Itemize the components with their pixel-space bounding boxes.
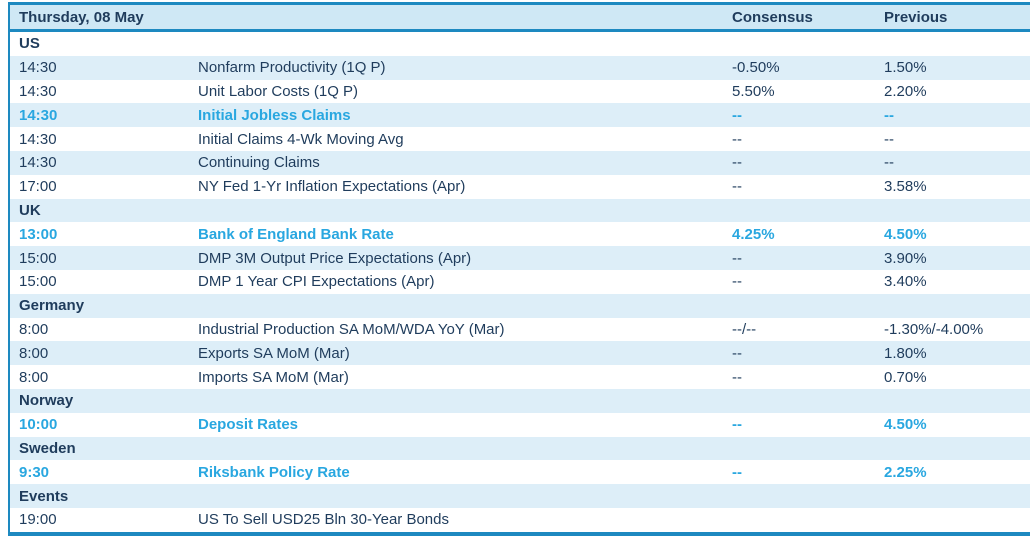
event-row: 14:30 Initial Claims 4-Wk Moving Avg -- -- [10,127,1030,151]
section-label: Events [19,488,69,504]
previous-value: 1.50% [884,60,927,76]
event-row: 9:30 Riksbank Policy Rate -- 2.25% [10,460,1030,484]
event-row: 15:00 DMP 3M Output Price Expectations (A… [10,246,1030,270]
table-title-date: Thursday, 08 May [19,9,144,25]
consensus-value: -- [732,250,742,266]
event-name: US To Sell USD25 Bln 30-Year Bonds [198,512,449,528]
event-time: 14:30 [19,107,58,123]
consensus-value: -- [732,155,742,171]
previous-value: -- [884,155,894,171]
event-name: Deposit Rates [198,417,299,433]
event-time: 17:00 [19,179,57,195]
table-body: US 14:30 Nonfarm Productivity (1Q P) -0.50%… [10,32,1030,532]
event-name: Exports SA MoM (Mar) [198,345,350,361]
consensus-value: -- [732,107,742,123]
event-time: 8:00 [19,321,49,337]
consensus-value: -- [732,464,742,480]
event-name: DMP 3M Output Price Expectations (Apr) [198,250,472,266]
column-header-previous: Previous [884,9,948,25]
consensus-value: -- [732,179,742,195]
event-name: Continuing Claims [198,155,320,171]
previous-value: 3.40% [884,274,927,290]
event-time: 14:30 [19,60,57,76]
section-row: US [10,32,1030,56]
column-header-consensus: Consensus [732,9,813,25]
table-header-row: Thursday, 08 May Consensus Previous [10,5,1030,29]
consensus-value: -0.50% [732,60,780,76]
event-row: 14:30 Unit Labor Costs (1Q P) 5.50% 2.20% [10,80,1030,104]
event-row: 19:00 US To Sell USD25 Bln 30-Year Bonds [10,508,1030,532]
event-row: 8:00 Exports SA MoM (Mar) -- 1.80% [10,341,1030,366]
event-name: Unit Labor Costs (1Q P) [198,83,359,99]
event-name: Initial Jobless Claims [198,107,351,123]
section-row: Events [10,484,1030,508]
section-row: Norway [10,388,1030,413]
event-time: 13:00 [19,226,58,242]
consensus-value: -- [732,369,742,385]
event-time: 8:00 [19,345,49,361]
previous-value: -- [884,107,894,123]
consensus-value: --/-- [732,321,757,337]
event-row: 14:30 Initial Jobless Claims -- -- [10,103,1030,128]
section-row: Sweden [10,436,1030,461]
event-time: 14:30 [19,131,57,147]
previous-value: 1.80% [884,345,927,361]
event-row: 14:30 Nonfarm Productivity (1Q P) -0.50% 1.… [10,55,1030,80]
event-name: Riksbank Policy Rate [198,464,350,480]
event-name: Nonfarm Productivity (1Q P) [198,60,386,76]
previous-value: 3.90% [884,250,927,266]
event-time: 14:30 [19,155,57,171]
event-time: 10:00 [19,417,58,433]
event-row: 8:00 Imports SA MoM (Mar) -- 0.70% [10,365,1030,389]
previous-value: -- [884,131,894,147]
event-row: 17:00 NY Fed 1-Yr Inflation Expectations … [10,175,1030,199]
consensus-value: 5.50% [732,83,775,99]
event-time: 9:30 [19,464,50,480]
event-name: Imports SA MoM (Mar) [198,369,349,385]
consensus-value: -- [732,417,742,433]
previous-value: -1.30%/-4.00% [884,321,984,337]
consensus-value: -- [732,274,742,290]
previous-value: 4.50% [884,417,927,433]
consensus-value: -- [732,345,742,361]
event-row: 8:00 Industrial Production SA MoM/WDA YoY… [10,318,1030,342]
section-label: US [19,36,40,52]
section-row: Germany [10,293,1030,318]
event-row: 15:00 DMP 1 Year CPI Expectations (Apr) --… [10,270,1030,294]
consensus-value: 4.25% [732,226,775,242]
previous-value: 2.20% [884,83,927,99]
section-row: UK [10,198,1030,223]
event-time: 19:00 [19,512,57,528]
section-label: UK [19,202,41,218]
event-row: 14:30 Continuing Claims -- -- [10,150,1030,175]
event-time: 14:30 [19,83,57,99]
table-bottom-border [10,531,1030,536]
section-label: Germany [19,298,85,314]
event-time: 15:00 [19,250,57,266]
section-label: Norway [19,393,74,409]
event-name: DMP 1 Year CPI Expectations (Apr) [198,274,435,290]
table-header-underline [10,29,1030,32]
section-label: Sweden [19,440,76,456]
previous-value: 2.25% [884,464,927,480]
event-row: 10:00 Deposit Rates -- 4.50% [10,413,1030,437]
event-name: Bank of England Bank Rate [198,226,394,242]
event-time: 8:00 [19,369,49,385]
previous-value: 0.70% [884,369,927,385]
event-name: Industrial Production SA MoM/WDA YoY (Ma… [198,321,505,337]
table-top-border [10,2,1030,5]
economic-calendar-table: Thursday, 08 May Consensus Previous US 14… [8,2,1030,536]
event-time: 15:00 [19,274,57,290]
previous-value: 4.50% [884,226,927,242]
event-name: NY Fed 1-Yr Inflation Expectations (Apr) [198,179,466,195]
event-name: Initial Claims 4-Wk Moving Avg [198,131,404,147]
event-row: 13:00 Bank of England Bank Rate 4.25% 4.50% [10,222,1030,246]
previous-value: 3.58% [884,179,927,195]
consensus-value: -- [732,131,742,147]
